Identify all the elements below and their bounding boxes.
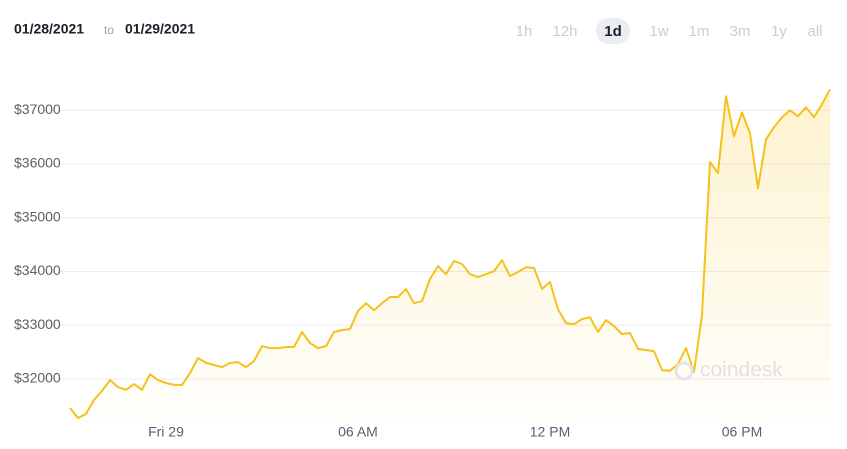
price-line	[69, 88, 831, 419]
y-tick-label: $36000	[14, 155, 61, 171]
start-date: 01/28/2021	[14, 21, 84, 37]
plot	[69, 88, 831, 423]
range-button[interactable]: all	[807, 23, 822, 40]
range-button[interactable]: 1d	[604, 23, 622, 40]
y-tick-label: $32000	[14, 370, 61, 386]
x-tick-label: 06 PM	[722, 424, 762, 440]
area-fill	[70, 89, 830, 423]
range-button[interactable]: 1w	[649, 23, 668, 40]
x-tick-label: Fri 29	[148, 424, 184, 440]
range-button[interactable]: 12h	[552, 23, 577, 40]
range-button[interactable]: 1m	[689, 23, 710, 40]
x-tick-label: 12 PM	[530, 424, 570, 440]
y-tick-label: $34000	[14, 262, 61, 278]
end-date: 01/29/2021	[125, 21, 195, 37]
y-tick-label: $33000	[14, 316, 61, 332]
y-tick-label: $35000	[14, 208, 61, 224]
range-selector: 1h 12h 1d 1w 1m 3m 1y all	[516, 18, 823, 44]
range-button[interactable]: 1h	[516, 23, 533, 40]
watermark-logo	[674, 361, 694, 381]
watermark: coindesk	[674, 359, 783, 382]
x-tick-label: 06 AM	[338, 424, 378, 440]
range-selected-bg	[596, 18, 630, 44]
date-separator: to	[104, 23, 114, 37]
y-tick-label: $37000	[14, 101, 61, 117]
watermark-text: coindesk	[700, 359, 783, 382]
range-button[interactable]: 3m	[730, 23, 751, 40]
range-button[interactable]: 1y	[771, 23, 787, 40]
